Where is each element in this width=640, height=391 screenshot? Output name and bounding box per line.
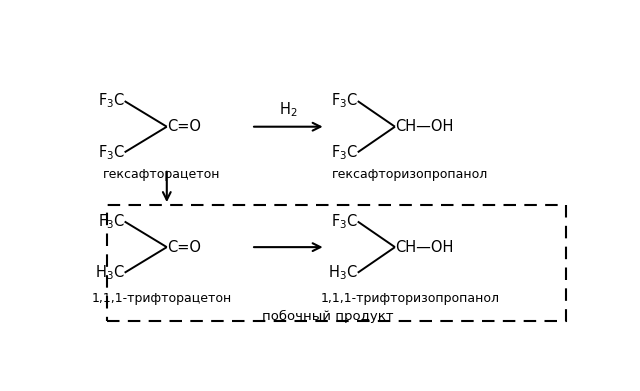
Text: $\mathdefault{H_3C}$: $\mathdefault{H_3C}$ (328, 264, 358, 282)
Text: $\mathdefault{F_3C}$: $\mathdefault{F_3C}$ (98, 92, 125, 111)
Text: $\mathdefault{F_3C}$: $\mathdefault{F_3C}$ (331, 92, 358, 111)
Text: C=O: C=O (167, 119, 201, 134)
Text: 1,1,1-трифторацетон: 1,1,1-трифторацетон (92, 292, 232, 305)
Bar (108, 205, 566, 321)
Text: $\mathdefault{F_3C}$: $\mathdefault{F_3C}$ (98, 143, 125, 161)
Text: CH—OH: CH—OH (395, 240, 453, 255)
Text: гексафторацетон: гексафторацетон (103, 169, 221, 181)
Text: $\mathdefault{H_3C}$: $\mathdefault{H_3C}$ (95, 264, 125, 282)
Text: 1,1,1-трифторизопропанол: 1,1,1-трифторизопропанол (321, 292, 499, 305)
Text: $\mathdefault{F_3C}$: $\mathdefault{F_3C}$ (331, 212, 358, 231)
Text: $\mathdefault{F_3C}$: $\mathdefault{F_3C}$ (98, 212, 125, 231)
Text: гексафторизопропанол: гексафторизопропанол (332, 169, 488, 181)
Text: C=O: C=O (167, 240, 201, 255)
Text: $\mathdefault{F_3C}$: $\mathdefault{F_3C}$ (331, 143, 358, 161)
Text: H$_2$: H$_2$ (279, 101, 298, 120)
Text: CH—OH: CH—OH (395, 119, 453, 134)
Text: побочный продукт: побочный продукт (262, 310, 394, 323)
